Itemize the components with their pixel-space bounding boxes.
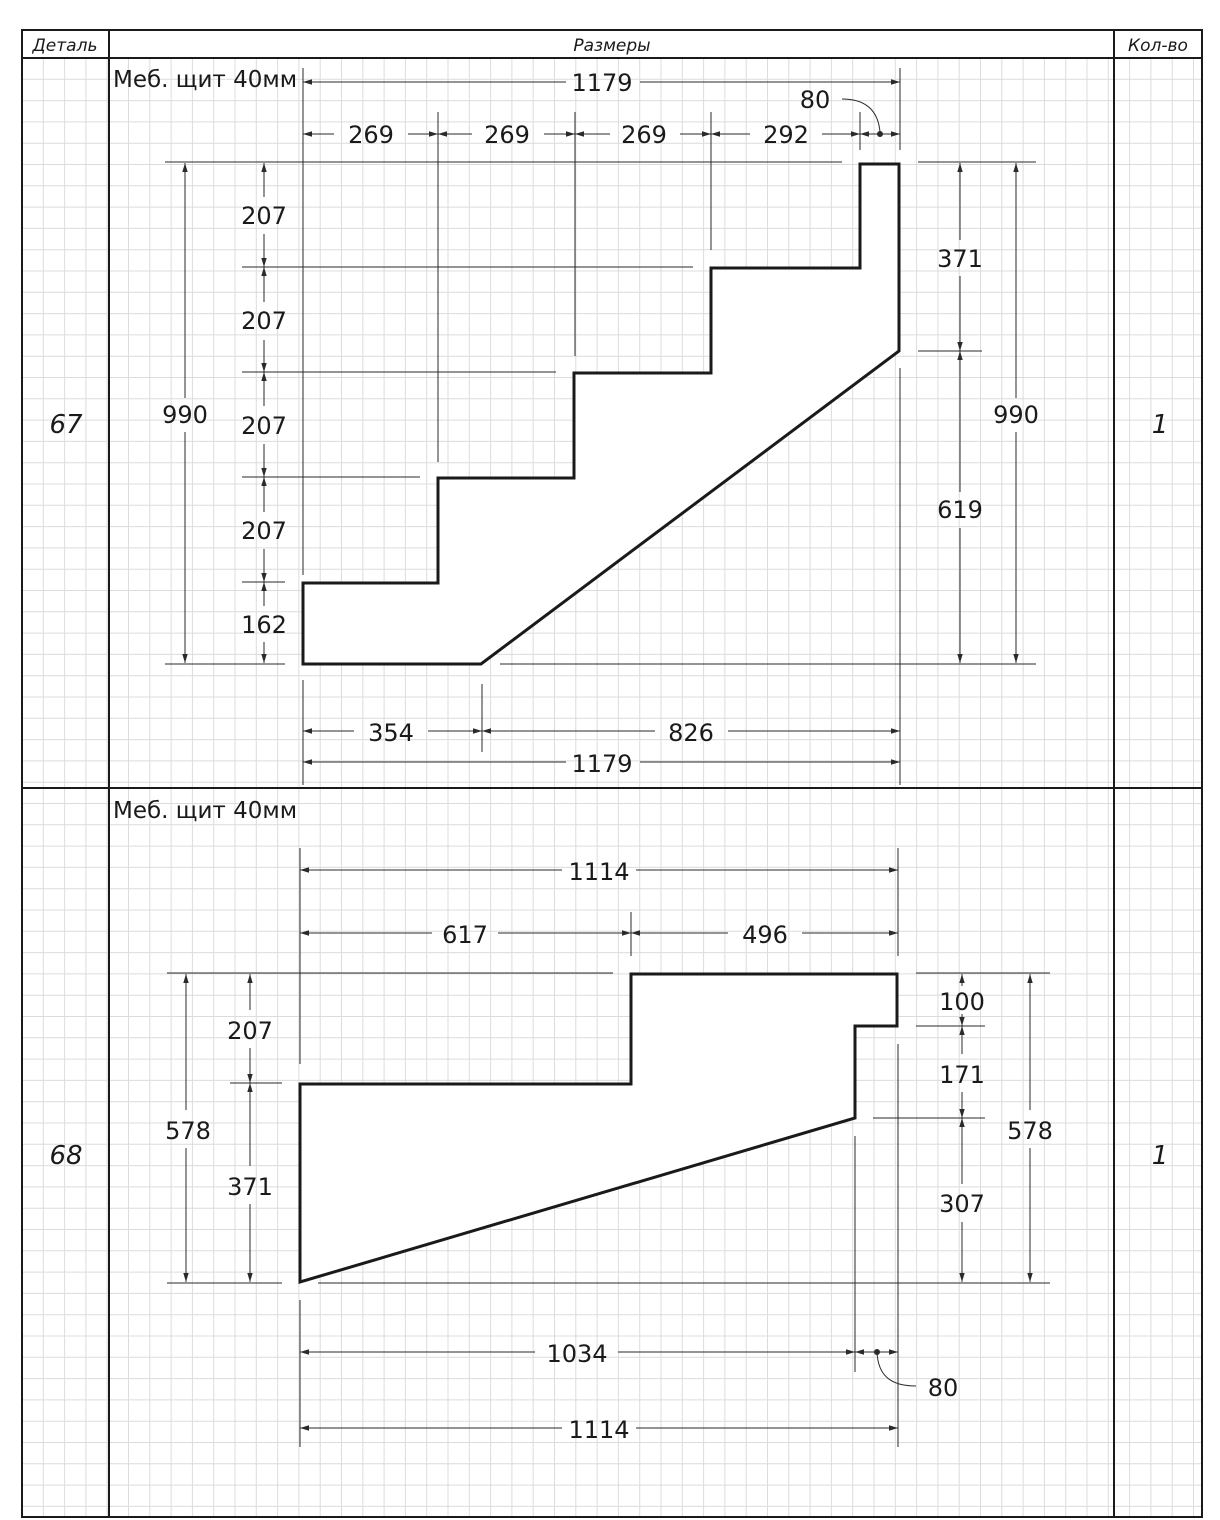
row-67: 67 1 Меб. щит 40мм	[49, 67, 1168, 785]
dim-overall-width-top: 1114	[568, 858, 629, 886]
header-sizes: Размеры	[573, 36, 650, 56]
dim-rise-1: 207	[241, 202, 287, 230]
dim-height-left: 990	[162, 401, 208, 429]
dim-right-a: 100	[939, 988, 985, 1016]
dim-bottom-right: 826	[668, 719, 714, 747]
dim-step-1: 269	[348, 121, 394, 149]
dim-top-right: 496	[742, 921, 788, 949]
quantity-value: 1	[1152, 1141, 1169, 1171]
dim-overall-width-bottom: 1179	[571, 750, 632, 778]
dimension-lines	[183, 867, 1033, 1431]
dim-height-right: 578	[1007, 1117, 1053, 1145]
dim-right-top: 371	[937, 245, 983, 273]
dim-rise-2: 207	[241, 307, 287, 335]
dim-bottom-rise: 162	[241, 611, 287, 639]
stair-stringer-part-67	[301, 162, 901, 666]
material-note: Меб. щит 40мм	[113, 798, 297, 824]
header-detail: Деталь	[32, 36, 98, 56]
detail-number: 68	[49, 1141, 82, 1171]
dim-overall-width-bottom: 1114	[568, 1416, 629, 1444]
dim-step-2: 269	[484, 121, 530, 149]
header-quantity: Кол-во	[1128, 36, 1188, 56]
dim-right-b: 171	[939, 1061, 985, 1089]
quantity-value: 1	[1152, 410, 1169, 440]
dim-bottom-1034: 1034	[546, 1340, 607, 1368]
dim-right-bottom: 619	[937, 496, 983, 524]
stringer-part-68	[298, 972, 899, 1285]
dim-left-lower: 371	[227, 1173, 273, 1201]
dim-overall-width-top: 1179	[571, 69, 632, 97]
dimension-lines	[182, 79, 1019, 765]
dim-rise-3: 207	[241, 412, 287, 440]
dim-left-upper: 207	[227, 1017, 273, 1045]
table-frame	[21, 29, 1203, 1518]
row-68: 68 1 Меб. щит 40мм	[49, 798, 1168, 1447]
leader-dot	[877, 131, 883, 137]
dim-right-c: 307	[939, 1190, 985, 1218]
dim-step-3: 269	[621, 121, 667, 149]
dim-step-4: 292	[763, 121, 809, 149]
material-note: Меб. щит 40мм	[113, 67, 297, 93]
detail-number: 67	[49, 410, 83, 440]
extension-lines	[167, 848, 1050, 1447]
dim-bottom-left: 354	[368, 719, 414, 747]
dim-height-right: 990	[993, 401, 1039, 429]
dim-corner-80: 80	[800, 86, 831, 114]
dim-height-left: 578	[165, 1117, 211, 1145]
dim-corner-80: 80	[928, 1374, 959, 1402]
dim-rise-4: 207	[241, 517, 287, 545]
dim-top-left: 617	[442, 921, 488, 949]
leader-dot	[874, 1349, 880, 1355]
